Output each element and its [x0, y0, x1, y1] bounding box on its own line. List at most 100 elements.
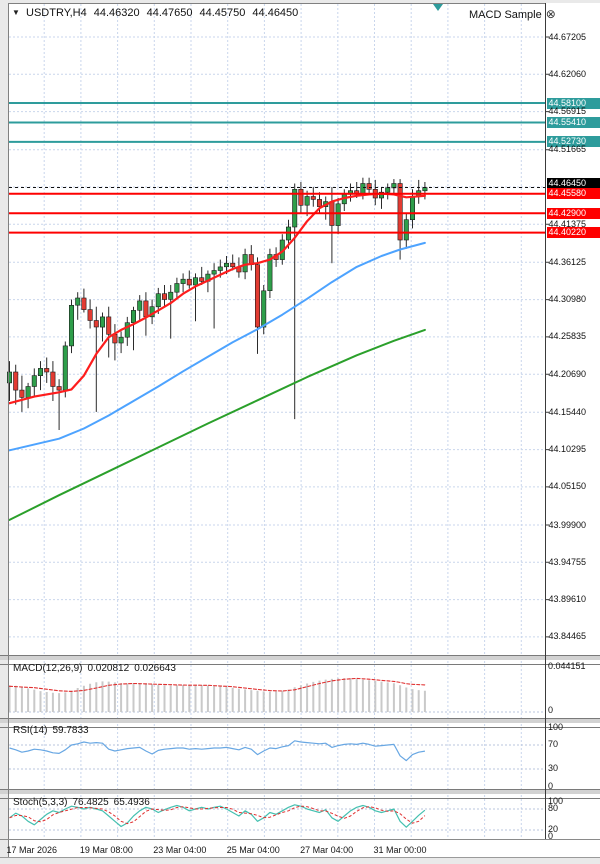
candle-body	[100, 316, 106, 328]
ohlc-low: 44.45750	[199, 7, 246, 19]
price-axis-label-level: 44.45580	[546, 188, 600, 200]
pane-splitter[interactable]	[0, 655, 600, 665]
symbol-dropdown-icon[interactable]: ▼	[12, 8, 20, 17]
candle-body	[87, 309, 93, 321]
candle-body	[81, 297, 87, 310]
candle-body	[131, 310, 137, 323]
candle-body	[143, 300, 149, 318]
rsi-scale-0: 0	[548, 781, 554, 791]
candle-body	[7, 371, 13, 384]
price-axis-label-level: 44.42900	[546, 207, 600, 219]
stoch-k-line	[9, 804, 426, 828]
candle-body	[304, 196, 310, 206]
stoch-name: Stoch(5,3,3)	[13, 797, 68, 808]
ma-slow-green-line	[8, 328, 426, 521]
price-axis-label: 43.89610	[548, 594, 587, 605]
ohlc-close: 44.46450	[252, 7, 299, 19]
candle-body	[409, 196, 415, 221]
chart-background	[8, 3, 600, 857]
time-axis-label: 17 Mar 2026	[6, 845, 58, 855]
ma-fast-red-line	[8, 192, 426, 405]
candle-body	[118, 336, 124, 344]
macd-name: MACD(12,26,9)	[13, 663, 83, 674]
price-axis-label: 44.10295	[548, 444, 587, 455]
candle-body	[230, 262, 236, 268]
rsi-scale-70: 70	[548, 739, 559, 749]
price-axis-label: 43.84465	[548, 631, 587, 642]
time-axis-label: 19 Mar 08:00	[79, 845, 133, 855]
candle-body	[335, 203, 341, 226]
macd-histogram	[8, 678, 426, 712]
candle-body	[25, 386, 31, 398]
macd-main-value: 0.020812	[87, 663, 130, 674]
candle-body	[44, 368, 50, 373]
macd-signal-value: 0.026643	[134, 663, 176, 674]
candle-body	[186, 278, 192, 286]
ohlc-open: 44.46320	[93, 7, 140, 19]
rsi-value: 59.7833	[52, 725, 89, 736]
ohlc-high: 44.47650	[146, 7, 193, 19]
candle-body	[360, 183, 366, 195]
time-axis-label: 23 Mar 04:00	[153, 845, 207, 855]
candle-body	[62, 345, 68, 391]
stoch-k-value: 76.4825	[72, 797, 109, 808]
candle-body	[403, 219, 409, 241]
candle-body	[366, 183, 372, 190]
candle-body	[168, 291, 174, 300]
macd-scale-zero: 0	[548, 705, 554, 715]
price-axis-label: 44.05150	[548, 481, 587, 492]
time-axis-label: 27 Mar 04:00	[300, 845, 354, 855]
candle-body	[298, 189, 304, 206]
pane-splitter[interactable]	[0, 789, 600, 799]
candle-body	[261, 290, 267, 328]
stoch-pane-label: Stoch(5,3,3) 76.4825 65.4936	[13, 797, 150, 808]
candle-body	[106, 316, 112, 335]
ea-status-icon[interactable]: ⊗	[545, 7, 556, 21]
candle-body	[155, 293, 161, 308]
candle-body	[224, 262, 230, 268]
candle-body	[50, 371, 56, 387]
price-gridlines	[9, 36, 545, 638]
rsi-line	[9, 740, 426, 762]
candle-body	[397, 183, 403, 241]
candle-body	[124, 322, 130, 338]
stoch-scale-80: 80	[548, 803, 559, 813]
rsi-name: RSI(14)	[13, 725, 48, 736]
price-axis-label: 44.56915	[548, 106, 587, 117]
price-axis-label: 44.51665	[548, 144, 587, 155]
price-axis-label: 44.15440	[548, 406, 587, 417]
ma-mid-blue-line	[8, 241, 426, 452]
price-axis-ticks	[545, 36, 549, 638]
macd-pane-label: MACD(12,26,9) 0.020812 0.026643	[13, 663, 176, 674]
candle-body	[255, 264, 261, 328]
candle-body	[69, 304, 75, 347]
candle-body	[31, 375, 37, 387]
price-axis-label: 44.67205	[548, 31, 587, 42]
candle-body	[310, 196, 316, 200]
time-axis-label: 31 Mar 00:00	[373, 845, 427, 855]
candle-body	[174, 283, 180, 293]
candle-body	[180, 278, 186, 284]
stoch-scale-100: 100	[548, 796, 564, 806]
pane-splitter[interactable]	[0, 718, 600, 728]
candle-body	[56, 386, 62, 391]
candle-body	[385, 187, 391, 193]
price-axis-label: 43.99900	[548, 519, 587, 530]
candle-body	[193, 277, 199, 286]
stoch-scale-20: 20	[548, 824, 559, 834]
rsi-level-lines	[9, 744, 545, 770]
price-axis-label: 44.20690	[548, 368, 587, 379]
candle-body	[292, 189, 298, 228]
macd-scale-max: 0.044151	[548, 661, 586, 671]
candle-body	[316, 199, 322, 207]
candle-body	[75, 297, 81, 306]
candle-body	[37, 368, 43, 376]
macd-signal-line	[8, 677, 426, 692]
chart-title-bar: USDTRY,H4 44.46320 44.47650 44.45750 44.4645…	[26, 7, 298, 19]
candle-body	[242, 254, 248, 273]
candle-body	[137, 300, 143, 311]
ea-label: MACD Sample ⊗	[469, 7, 556, 21]
stoch-d-line	[9, 805, 426, 825]
